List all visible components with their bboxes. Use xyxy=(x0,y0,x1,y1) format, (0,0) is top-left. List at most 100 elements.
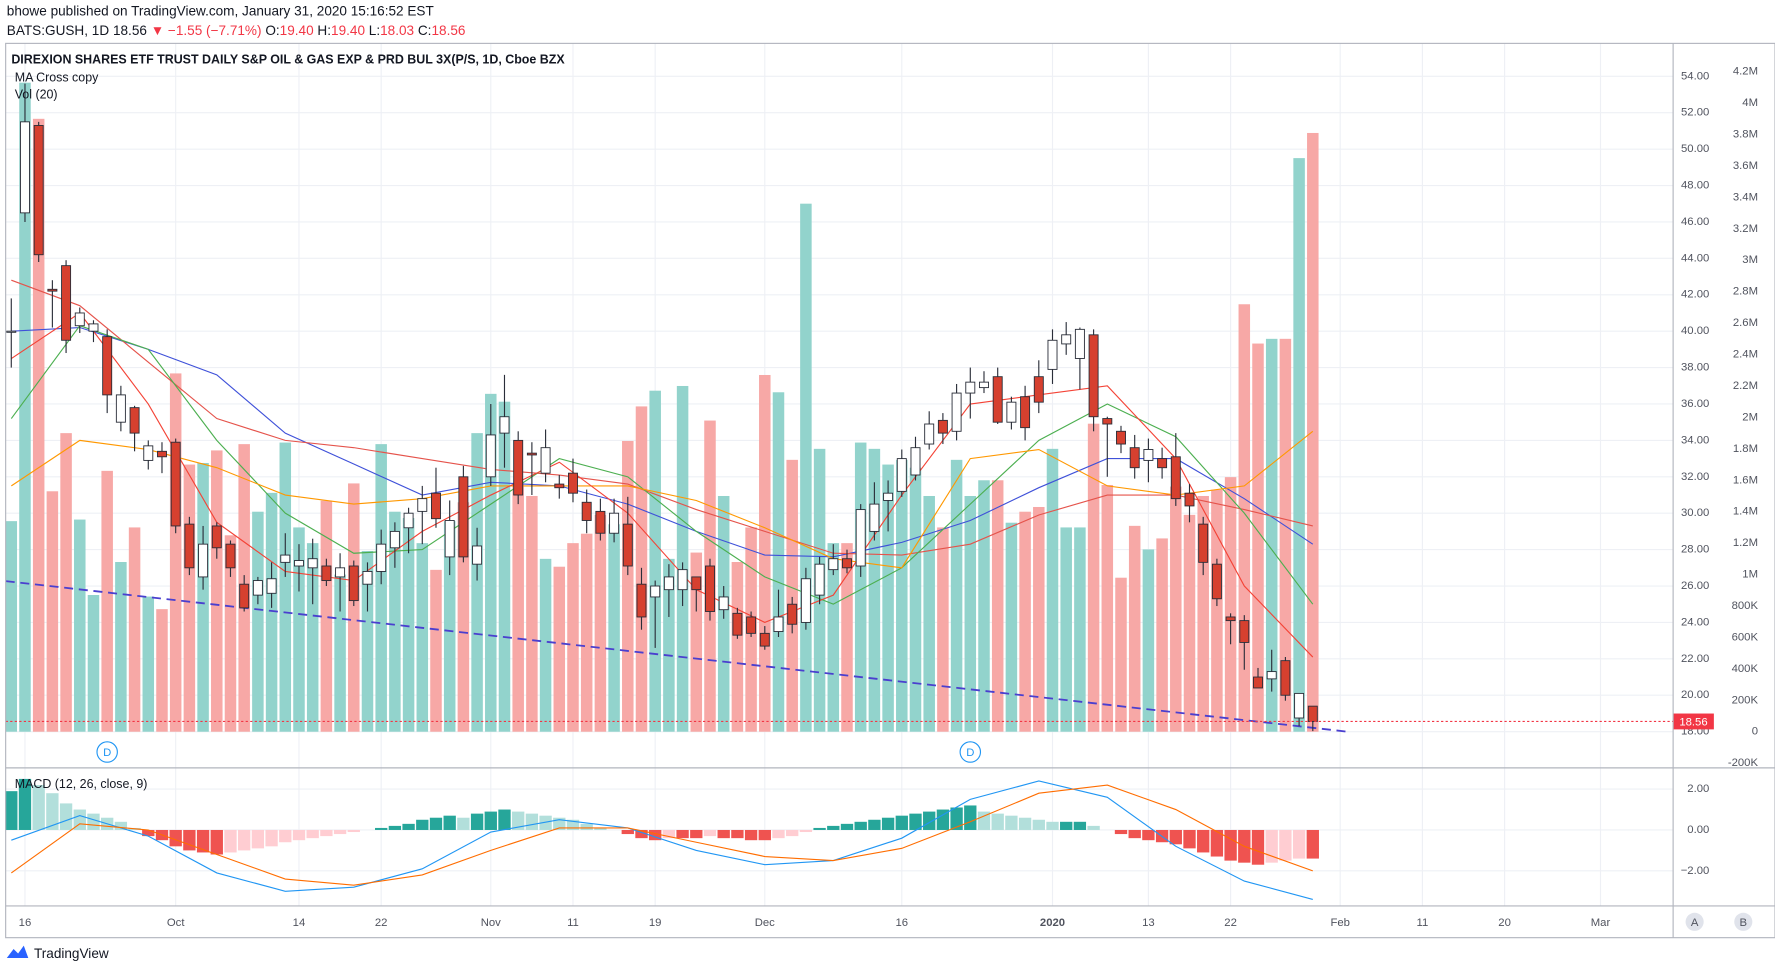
volume-bar xyxy=(923,495,935,732)
candle-body xyxy=(773,616,784,632)
candle-body xyxy=(1266,671,1277,680)
candle-body xyxy=(1225,616,1236,622)
histogram-bar xyxy=(813,827,826,830)
candle-body xyxy=(376,543,387,572)
last-price-label: 18.56 xyxy=(1679,717,1707,729)
candle-body xyxy=(143,445,154,461)
candle-body xyxy=(787,603,798,625)
volume-bar xyxy=(485,393,497,732)
candle-body xyxy=(198,543,209,578)
y2-tick-label: 1.6M xyxy=(1733,474,1758,486)
volume-bar xyxy=(197,462,209,732)
histogram-bar xyxy=(662,829,676,839)
x-tick-label: 20 xyxy=(1498,917,1511,929)
y-tick-label: 42.00 xyxy=(1681,289,1709,301)
publish-line: bhowe published on TradingView.com, Janu… xyxy=(7,3,434,18)
volume-bar xyxy=(348,483,360,732)
y-tick-label: 48.00 xyxy=(1681,180,1709,192)
candle-body xyxy=(1307,705,1318,722)
candle-body xyxy=(1074,328,1085,359)
histogram-bar xyxy=(210,829,223,855)
histogram-bar xyxy=(799,829,813,833)
histogram-bar xyxy=(224,829,237,853)
volume-bar xyxy=(759,374,771,732)
volume-bar xyxy=(1142,549,1155,732)
y-tick-label: 30.00 xyxy=(1681,507,1709,519)
y2-tick-label: 2M xyxy=(1742,411,1758,423)
volume-bar xyxy=(169,373,182,732)
volume-bar xyxy=(334,574,346,732)
volume-bar xyxy=(841,543,853,732)
logo xyxy=(6,945,29,959)
histogram-bar xyxy=(484,811,497,830)
candle-body xyxy=(800,578,811,623)
x-tick-label: Feb xyxy=(1330,917,1350,929)
candle-body xyxy=(211,525,222,549)
chart: 18.0020.0022.0024.0026.0028.0030.0032.00… xyxy=(5,43,1758,929)
chart-title: DIREXION SHARES ETF TRUST DAILY S&P OIL … xyxy=(11,53,565,67)
candle-body xyxy=(20,121,30,214)
histogram-bar xyxy=(923,811,936,830)
y-tick-label: 32.00 xyxy=(1681,471,1709,483)
volume-bar xyxy=(46,491,59,732)
histogram-bar xyxy=(594,827,607,830)
volume-bar xyxy=(909,467,922,732)
y2-tick-label: 3.8M xyxy=(1733,129,1758,141)
histogram-bar xyxy=(676,829,689,839)
event-marker xyxy=(96,741,118,763)
volume-bar xyxy=(786,459,798,732)
histogram-bar xyxy=(18,778,32,830)
histogram-bar xyxy=(936,809,950,830)
histogram-bar xyxy=(731,829,744,839)
volume-bar xyxy=(772,392,785,732)
candle-body xyxy=(992,376,1003,423)
x-tick-label: 11 xyxy=(567,917,579,929)
candle-body xyxy=(47,288,58,292)
volume-bar xyxy=(211,450,223,732)
candle-body xyxy=(88,323,99,332)
volume-bar xyxy=(1046,448,1059,732)
candle-body xyxy=(650,585,661,598)
histogram-bar xyxy=(169,829,182,847)
candle-body xyxy=(636,583,647,618)
line xyxy=(5,580,1348,733)
candle-body xyxy=(869,503,880,532)
volume-bar xyxy=(676,385,689,732)
x-tick-label: 16 xyxy=(895,917,908,929)
x-tick-label: 16 xyxy=(19,917,32,929)
candle-body xyxy=(554,483,565,489)
histogram-bar xyxy=(59,803,73,830)
candle-body xyxy=(1006,401,1017,423)
candle-body xyxy=(403,512,414,529)
histogram-bar xyxy=(5,791,18,830)
candle-body xyxy=(184,523,195,569)
histogram-bar xyxy=(539,815,552,830)
candle-body xyxy=(718,596,729,611)
button-label[interactable]: B xyxy=(1740,917,1748,929)
histogram-bar xyxy=(292,829,306,841)
y-tick-label: 52.00 xyxy=(1681,107,1709,119)
candle-body xyxy=(348,565,359,602)
volume-bar xyxy=(663,558,675,732)
histogram-bar xyxy=(566,819,580,830)
y-tick-label: −2.00 xyxy=(1681,865,1710,877)
histogram-bar xyxy=(196,829,210,853)
y-tick-label: 40.00 xyxy=(1681,325,1709,337)
candle-body xyxy=(33,125,44,256)
candle-body xyxy=(1211,563,1222,600)
y-tick-label: 36.00 xyxy=(1681,398,1709,410)
volume-bar xyxy=(293,527,305,732)
histogram-bar xyxy=(1210,829,1224,857)
button-label[interactable]: A xyxy=(1691,917,1699,929)
volume-bar xyxy=(1128,525,1141,732)
button[interactable] xyxy=(1685,912,1704,931)
volume-bar xyxy=(526,495,538,732)
volume-bar xyxy=(60,433,72,732)
histogram-bar xyxy=(306,829,319,839)
volume-bar xyxy=(1183,514,1196,732)
histogram-bar xyxy=(73,809,86,830)
histogram-bar xyxy=(347,829,360,833)
candle-body xyxy=(842,558,852,569)
candle-body xyxy=(266,578,277,594)
button[interactable] xyxy=(1734,912,1753,931)
